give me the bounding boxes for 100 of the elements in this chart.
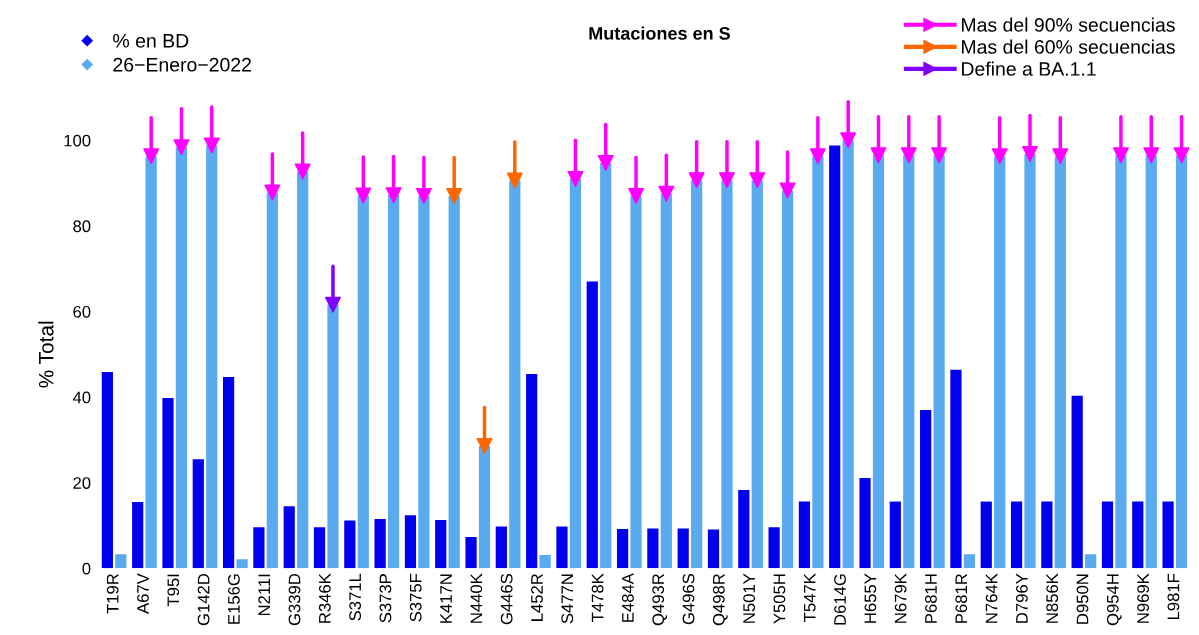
bar <box>677 528 689 569</box>
bar <box>872 155 885 569</box>
x-tick-label: N211I <box>258 574 270 616</box>
y-axis-title: % Total <box>38 321 54 388</box>
y-tick-label: 80 <box>73 220 91 233</box>
x-tick-label: G339D <box>288 573 301 626</box>
point <box>779 182 796 199</box>
point <box>355 187 372 204</box>
bar <box>1085 554 1097 569</box>
x-tick-label: K417N <box>440 574 452 623</box>
bar <box>509 180 521 569</box>
legend-label: Define a BA.1.1 <box>962 61 1096 76</box>
legend-label: Mas del 90% secuencias <box>962 17 1175 32</box>
point <box>1052 148 1069 165</box>
x-tick-label: R346K <box>318 573 331 623</box>
bar <box>1101 501 1114 569</box>
y-tick-label: 40 <box>72 391 91 404</box>
bar <box>707 529 720 569</box>
x-tick-label: D796Y <box>1015 573 1028 623</box>
bar <box>751 180 763 569</box>
bar <box>175 147 188 569</box>
point <box>143 148 160 165</box>
y-tick-label: 20 <box>73 477 91 489</box>
bar <box>903 155 915 569</box>
legend-label: Mas del 60% secuencias <box>962 39 1175 54</box>
x-tick-label: N679K <box>894 573 907 623</box>
point <box>597 155 614 171</box>
bar <box>297 171 309 569</box>
bar <box>313 527 326 569</box>
legend-label: % en BD <box>113 33 189 48</box>
x-tick-label: P681H <box>925 574 937 623</box>
bar <box>236 559 248 569</box>
bar <box>162 397 174 569</box>
x-tick-label: S477N <box>561 574 574 624</box>
bar <box>266 192 278 569</box>
bar <box>1024 154 1036 569</box>
point <box>203 137 220 154</box>
point <box>294 163 311 180</box>
bar <box>435 519 447 569</box>
point <box>1022 146 1038 163</box>
bar <box>1115 155 1127 569</box>
x-tick-label: T547K <box>803 573 816 622</box>
bar <box>630 195 642 569</box>
point <box>1143 147 1160 164</box>
y-tick-label: 100 <box>64 134 91 147</box>
point <box>931 147 948 164</box>
point <box>749 172 766 189</box>
bar <box>101 371 113 569</box>
bar <box>616 528 629 569</box>
x-tick-label: L452R <box>531 573 543 621</box>
bar <box>374 519 386 569</box>
bar <box>1041 501 1053 569</box>
point <box>264 184 281 201</box>
bar <box>495 526 507 569</box>
point <box>718 172 735 189</box>
x-tick-label: S375F <box>409 573 422 622</box>
x-tick-label: N440K <box>470 573 483 623</box>
x-tick-label: P681R <box>955 573 968 623</box>
bar <box>1054 156 1066 569</box>
x-tick-label: S371L <box>349 573 362 621</box>
x-tick-label: S373P <box>379 574 392 623</box>
x-tick-label: N969K <box>1137 573 1149 623</box>
bar <box>586 281 598 569</box>
point <box>840 132 857 149</box>
bar <box>404 515 417 569</box>
bar <box>115 554 127 569</box>
x-tick-label: T478K <box>591 573 604 622</box>
x-tick-label: E156G <box>228 574 240 624</box>
bar <box>920 409 932 569</box>
point <box>446 187 463 204</box>
point <box>870 147 887 164</box>
bar <box>465 537 477 569</box>
bar <box>721 180 733 569</box>
bar <box>478 445 491 569</box>
chart-title: Mutaciones en S <box>589 26 730 40</box>
bar <box>1175 155 1188 569</box>
bar <box>798 501 811 569</box>
bar <box>647 528 659 569</box>
bar <box>357 195 369 569</box>
bar <box>660 193 672 569</box>
x-tick-label: G446S <box>500 573 513 625</box>
bar <box>691 180 703 569</box>
bar <box>283 506 295 569</box>
bar <box>738 490 750 569</box>
x-tick-label: A67V <box>137 573 149 614</box>
bar <box>812 156 824 569</box>
x-tick-label: E484A <box>621 573 634 622</box>
x-tick-label: H655Y <box>864 573 877 623</box>
x-tick-label: Q954H <box>1106 574 1122 626</box>
bar <box>1132 501 1144 569</box>
point <box>567 170 584 187</box>
bar <box>980 501 992 569</box>
bar <box>889 501 901 569</box>
bar <box>344 520 356 569</box>
bar <box>327 304 339 569</box>
bar <box>132 501 144 569</box>
legend-label: 26−Enero−2022 <box>113 57 251 72</box>
bar <box>829 145 841 569</box>
point <box>809 148 826 165</box>
point <box>173 139 190 156</box>
